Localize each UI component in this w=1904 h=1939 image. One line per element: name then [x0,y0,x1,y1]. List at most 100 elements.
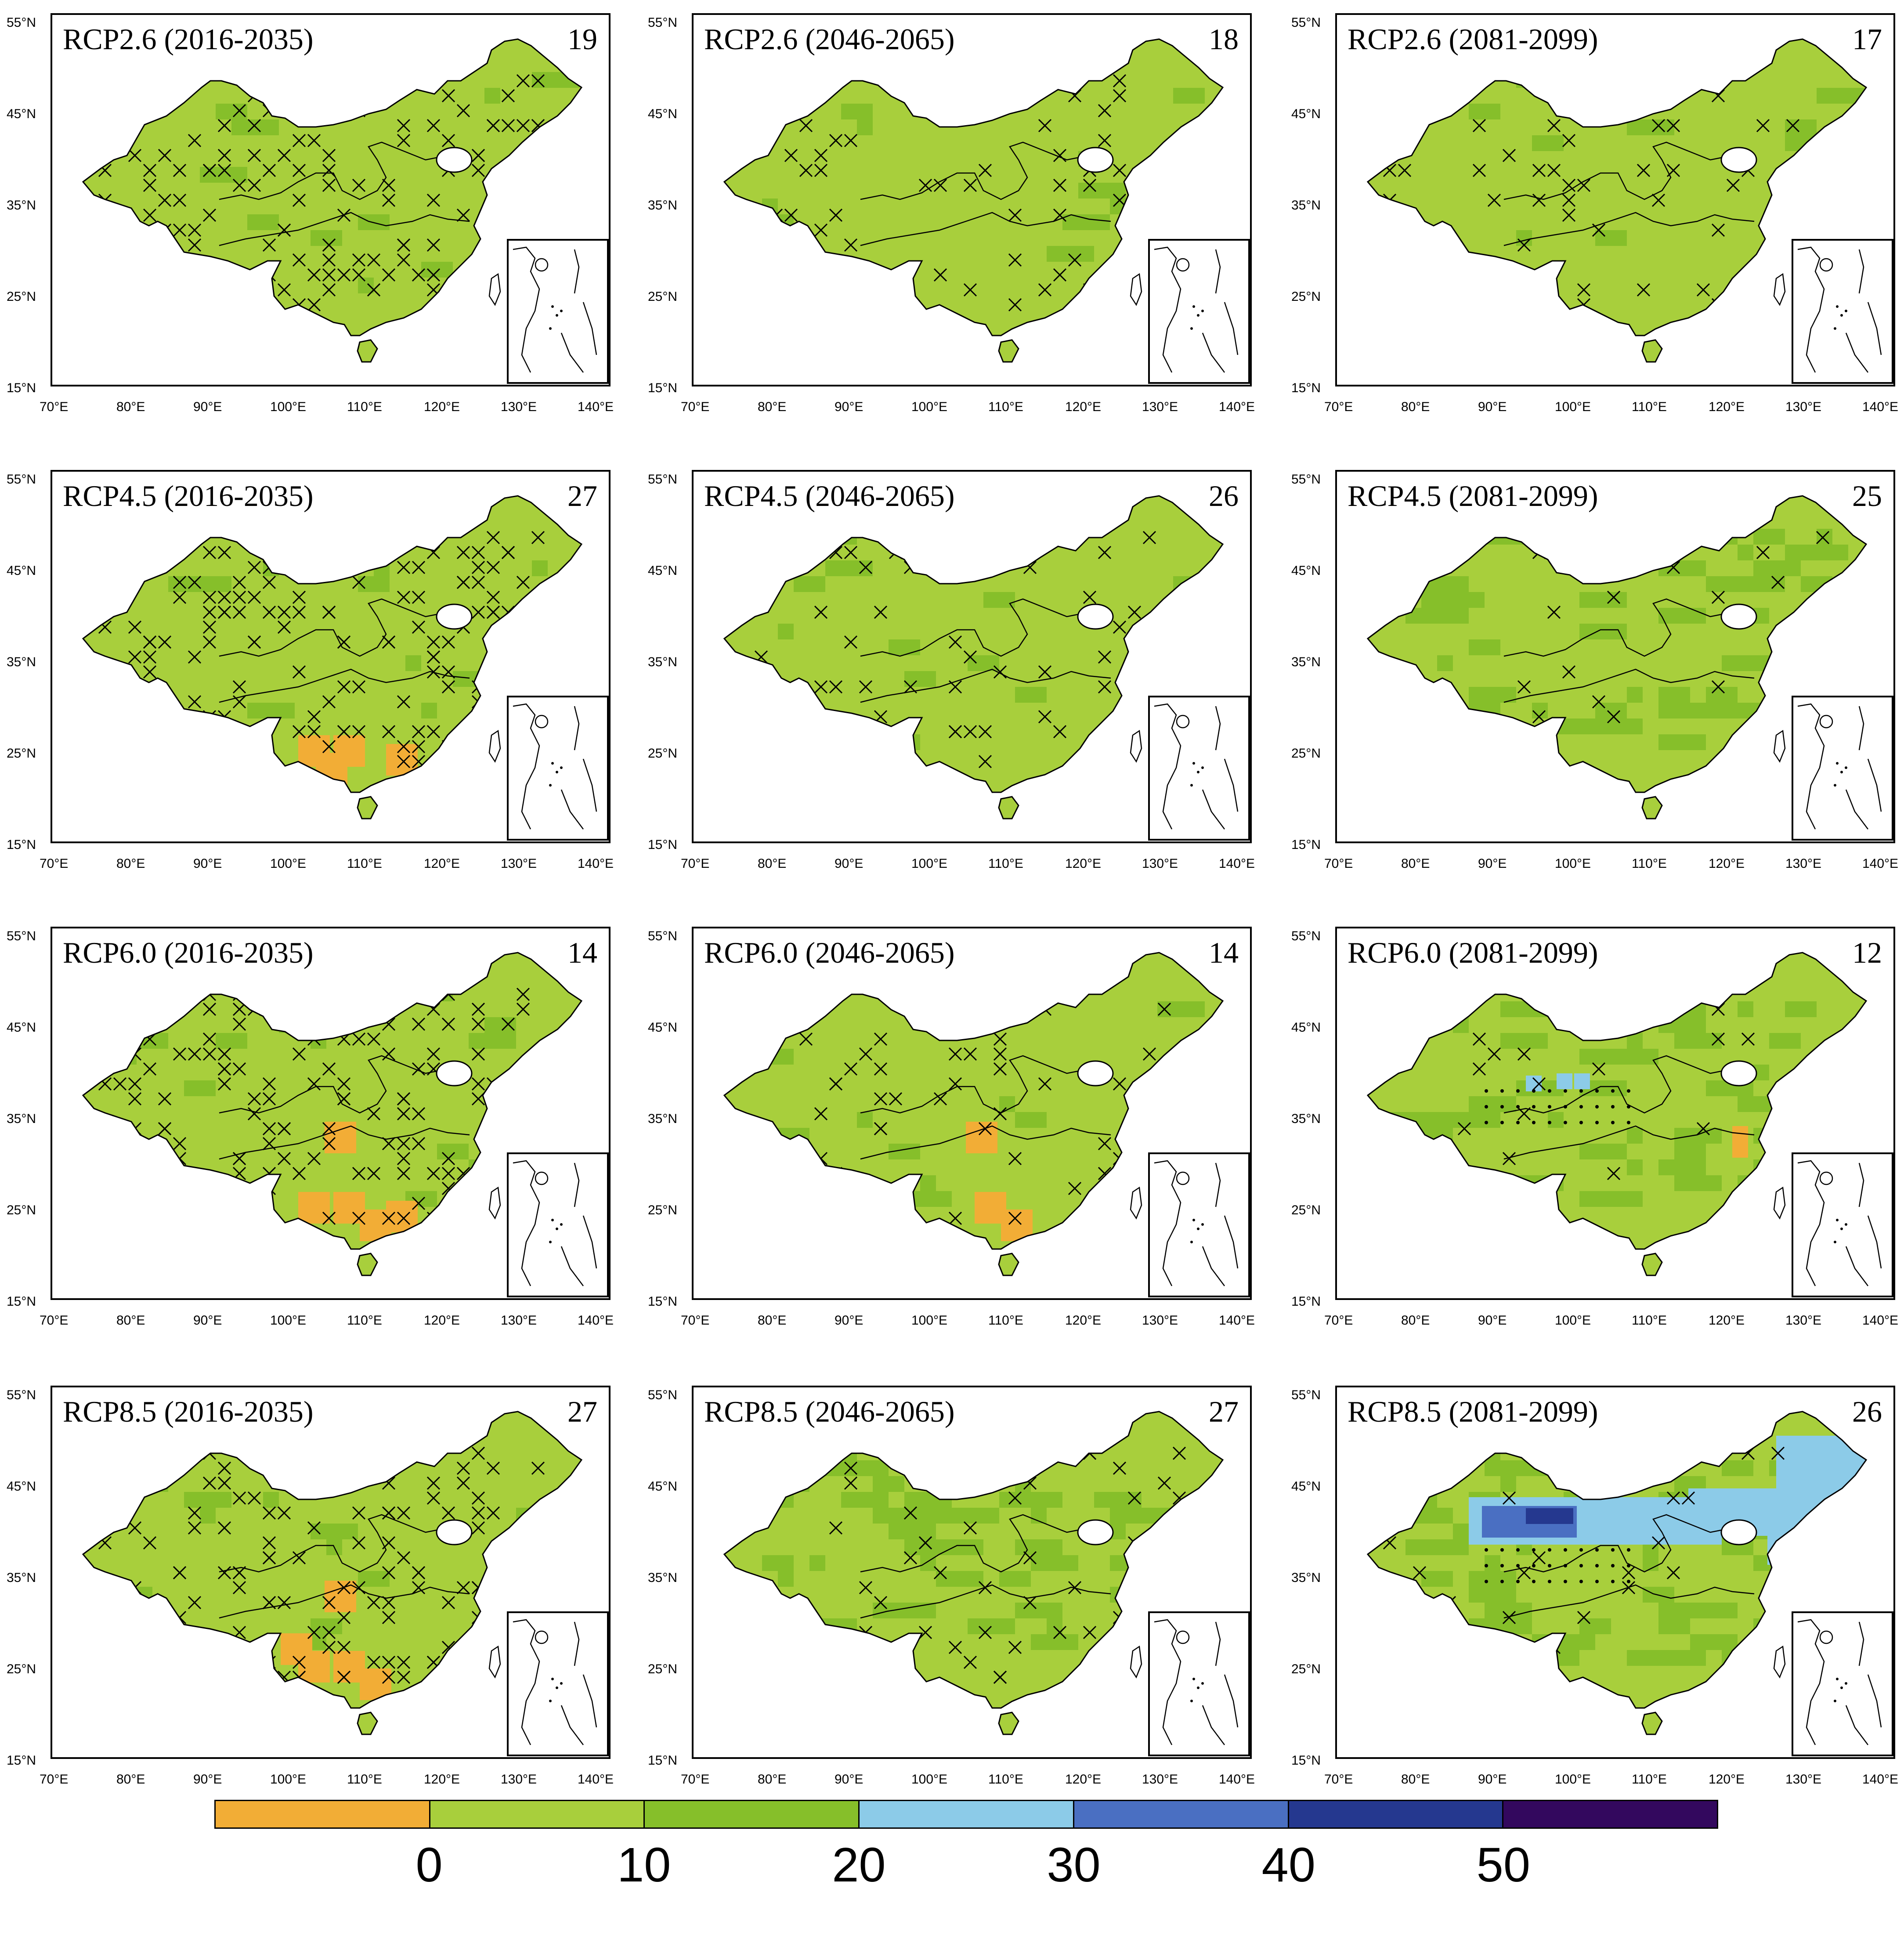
stipple-dot [1595,1564,1599,1567]
river-yangtze [1503,668,1755,703]
hatch-mark [1502,1670,1516,1684]
hatch-mark [1398,163,1412,177]
panel-count: 14 [1209,936,1239,969]
hatch-mark [516,1077,530,1091]
x-tick-label: 100°E [1555,1313,1591,1328]
hatch-mark [1008,1491,1022,1505]
stipple-dot [1548,1121,1551,1124]
country-border [1366,38,1868,336]
hatch-mark [262,1551,276,1565]
hatch-mark [202,620,217,634]
x-tick-label: 140°E [578,1772,614,1787]
hatch-mark [516,620,530,634]
x-tick-label: 90°E [193,1772,222,1787]
hatch-mark [978,531,992,545]
hatch-mark [441,1596,455,1610]
grid-cell [358,278,374,293]
hatch-mark [889,1211,903,1225]
hatch-mark [933,178,947,192]
hatch-mark [993,665,1007,679]
hatch-mark [352,1581,366,1595]
grid-cell [904,1191,952,1207]
grid-cell [516,183,532,199]
hatch-mark [531,605,545,619]
hatch-mark [486,223,500,237]
river-yellow [1503,141,1733,200]
hatch-mark [1098,545,1112,560]
hatch-mark [531,665,545,679]
x-tick-label: 120°E [424,1313,460,1328]
grid-cell [857,1191,904,1207]
hatch-mark [471,163,485,177]
hatch-mark [1681,1446,1695,1460]
south-china-sea-inset [1792,1152,1893,1297]
hatch-mark [426,268,441,282]
grid-cell [1706,687,1738,703]
stipple-dot [1532,1580,1535,1583]
hatch-mark [292,253,306,267]
hatch-mark [1696,283,1710,297]
y-tick-label: 25°N [648,1662,678,1676]
bohai-sea [1077,1519,1114,1545]
hatch-mark [307,545,321,560]
hatch-mark [1023,74,1037,88]
grid-cell [1500,1476,1516,1492]
hatch-mark [754,253,768,267]
hatch-mark [232,283,246,297]
hatch-mark [948,1640,962,1654]
stipple-dot [1532,1089,1535,1093]
hatch-mark [948,545,962,560]
hatch-mark [1398,119,1412,133]
hatch-mark [1383,1211,1397,1225]
hatch-mark [531,650,545,664]
hatch-mark [1398,134,1412,148]
hatch-mark [322,1596,336,1610]
hatch-mark [217,1211,231,1225]
hatch-mark [307,710,321,724]
hatch-mark [113,1137,127,1151]
grid-cell [968,986,999,1001]
hatch-mark [382,1610,396,1625]
hatch-mark [1666,1566,1680,1580]
hatch-mark [1487,193,1501,207]
grid-cell [1173,88,1205,104]
hatch-mark [322,1137,336,1151]
hatch-mark [292,163,306,177]
hatch-mark [307,725,321,739]
hatch-mark [814,680,828,694]
y-tick-label: 15°N [648,838,678,852]
grid-cell [421,262,453,278]
hatch-mark [232,680,246,694]
hatch-mark [1098,1137,1112,1151]
south-china-sea-inset [1792,239,1893,384]
x-tick-label: 70°E [40,400,69,414]
south-china-sea-inset [507,239,609,384]
stipple-dot [1500,1089,1504,1093]
grid-cell [1801,1065,1832,1080]
grid-cell [1390,529,1421,545]
hatch-mark [1502,755,1516,769]
grid-cell [1500,1033,1516,1049]
country-border [1366,1411,1868,1709]
hatch-mark [754,283,768,297]
hatch-mark [1038,710,1052,724]
taiwan-outline [488,273,501,306]
grid-cell [1769,1555,1817,1571]
map-frame [1335,13,1895,386]
panel-count: 14 [567,936,597,969]
hatch-mark [874,605,888,619]
stipple-dot [1516,1564,1520,1567]
hatch-mark [158,253,172,267]
hatch-mark [859,1581,873,1595]
grid-cell [532,560,548,576]
hatch-mark [397,1107,411,1121]
x-tick-label: 100°E [911,1313,948,1328]
hatch-mark [1502,1491,1516,1505]
hatch-mark [426,635,441,649]
x-tick-label: 130°E [501,1313,537,1328]
hatch-mark [1502,148,1516,162]
y-tick-label: 45°N [648,563,678,578]
grid-cell [1658,1618,1690,1634]
hatch-mark [352,1166,366,1181]
hainan-island [1641,1253,1663,1276]
